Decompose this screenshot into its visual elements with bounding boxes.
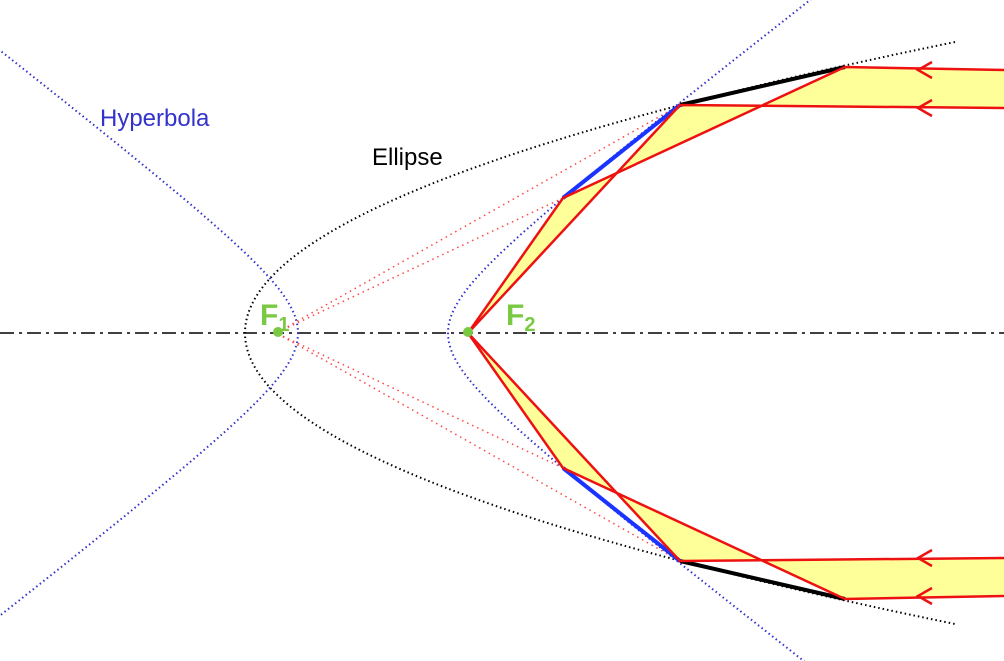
focus-1-label: F1 xyxy=(260,299,289,336)
rays xyxy=(466,60,1004,606)
focus-subscript: 1 xyxy=(278,314,289,336)
ellipse-curve xyxy=(244,41,956,625)
ellipse-mirror xyxy=(679,65,846,601)
hyperbola-left xyxy=(0,49,300,617)
beam-fill xyxy=(468,67,1004,599)
ellipse-label: Ellipse xyxy=(372,144,443,171)
focus-letter: F xyxy=(260,299,278,332)
focus-1-dot xyxy=(273,327,283,337)
hyperbola-label: Hyperbola xyxy=(100,105,210,132)
hyperbola-mirror xyxy=(561,103,682,563)
focus-subscript: 2 xyxy=(524,314,535,336)
focus-2-label: F2 xyxy=(506,299,535,336)
focus-2-dot xyxy=(463,327,473,337)
focus-letter: F xyxy=(506,299,524,332)
